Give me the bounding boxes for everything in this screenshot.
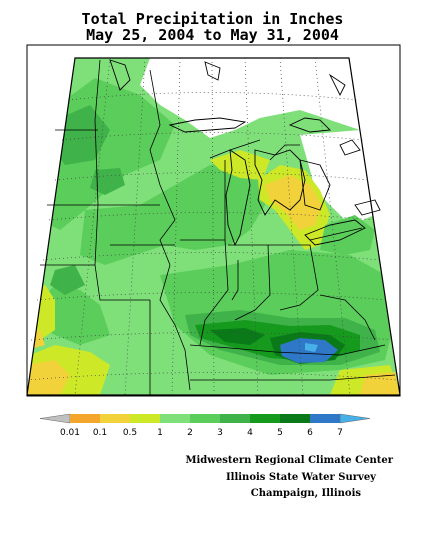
legend-label: 7 bbox=[337, 428, 343, 438]
legend-swatch bbox=[100, 414, 130, 423]
legend-swatch bbox=[310, 414, 340, 423]
ontario-no-data bbox=[300, 130, 375, 225]
legend-label: 0.5 bbox=[123, 428, 137, 438]
legend-label: 5 bbox=[277, 428, 283, 438]
legend-swatch bbox=[190, 414, 220, 423]
legend-swatch bbox=[280, 414, 310, 423]
legend-swatch bbox=[250, 414, 280, 423]
map-boundary bbox=[26, 57, 401, 396]
credit-institution: Midwestern Regional Climate Center bbox=[185, 455, 393, 466]
legend-label: 0.01 bbox=[60, 428, 80, 438]
legend-swatch-above bbox=[339, 413, 371, 424]
legend-label: 4 bbox=[247, 428, 253, 438]
legend-label: 6 bbox=[307, 428, 313, 438]
legend-swatch bbox=[70, 414, 100, 423]
legend-swatch bbox=[160, 414, 190, 423]
legend-swatch-below bbox=[39, 413, 71, 424]
map-title: Total Precipitation in Inches bbox=[81, 10, 344, 28]
precipitation-fill bbox=[27, 58, 400, 395]
canada-no-data bbox=[140, 58, 360, 138]
map-date-range: May 25, 2004 to May 31, 2004 bbox=[86, 26, 339, 44]
state-boundaries bbox=[40, 59, 396, 395]
legend-label: 2 bbox=[187, 428, 193, 438]
coastlines bbox=[109, 59, 381, 247]
credit-location: Champaign, Illinois bbox=[250, 488, 361, 499]
legend-label: 3 bbox=[217, 428, 223, 438]
legend-swatch bbox=[130, 414, 160, 423]
graticule bbox=[26, 57, 399, 396]
credit-agency: Illinois State Water Survey bbox=[225, 472, 376, 483]
legend-label: 0.1 bbox=[93, 428, 107, 438]
legend-label: 1 bbox=[157, 428, 163, 438]
legend-swatch bbox=[220, 414, 250, 423]
